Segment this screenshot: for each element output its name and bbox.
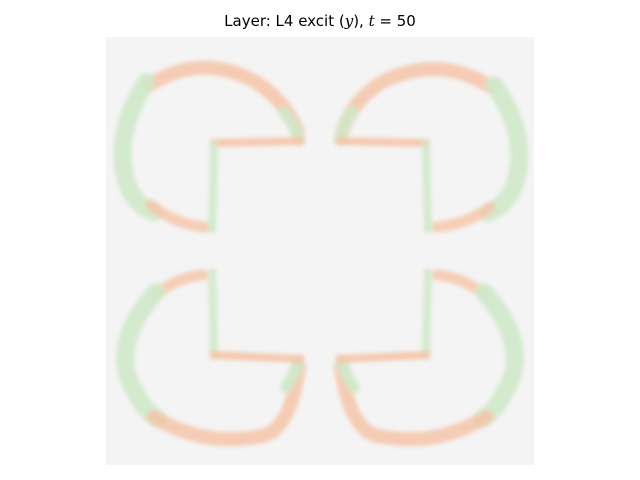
arc-green-inner [336, 356, 360, 393]
edge-top-left-horizontal [209, 136, 305, 148]
arc-orange-top [335, 62, 498, 139]
edge-top-right-vertical [421, 140, 433, 234]
title-variable: y [344, 12, 354, 30]
arc-green-inner [280, 356, 304, 393]
edge-bottom-left-horizontal [209, 350, 305, 364]
arc-green-inner [334, 106, 358, 145]
inner-square-edges [207, 136, 433, 364]
title-time-variable: t [368, 12, 375, 30]
arc-green-right [473, 283, 524, 428]
edge-top-left-vertical [207, 140, 219, 234]
arc-orange-top [143, 60, 305, 139]
arc-green-left [116, 283, 167, 428]
arc-orange-bottom [430, 201, 496, 233]
heatmap-canvas [113, 60, 529, 447]
arc-orange-bottom [145, 199, 212, 233]
title-time-value: 50 [396, 12, 416, 30]
edge-bottom-left-vertical [207, 268, 219, 360]
inducer-top-left [113, 60, 305, 233]
arc-orange-bottom [334, 360, 493, 447]
arc-orange-bottom [147, 360, 306, 447]
arc-green-left [113, 73, 163, 221]
activity-heatmap [106, 37, 534, 465]
inducer-bottom-left [116, 269, 306, 447]
title-middle: ), [353, 12, 369, 30]
edge-top-right-horizontal [335, 136, 431, 148]
edge-bottom-right-vertical [421, 268, 433, 360]
figure-title: Layer: L4 excit (y), t = 50 [0, 12, 640, 30]
edge-bottom-right-horizontal [335, 350, 431, 364]
inducer-bottom-right [334, 269, 524, 447]
arc-green-right [479, 76, 529, 222]
arc-green-inner [278, 106, 305, 145]
title-equals: = [374, 12, 397, 30]
title-prefix: Layer: L4 excit ( [224, 12, 345, 30]
inducer-top-right [334, 62, 529, 233]
